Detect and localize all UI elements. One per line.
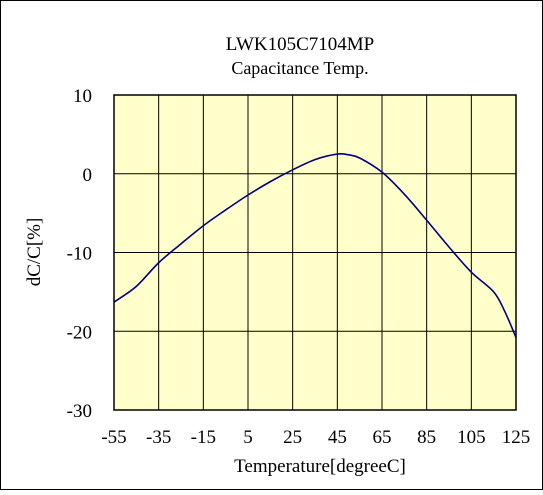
- y-tick-label-4: 10: [73, 86, 92, 107]
- x-tick-label-9: 125: [502, 427, 531, 448]
- y-tick-label-1: -20: [67, 322, 92, 343]
- x-axis-label: Temperature[degreeC]: [234, 456, 406, 477]
- chart-title: LWK105C7104MP: [226, 34, 374, 55]
- x-tick-label-8: 105: [457, 427, 486, 448]
- chart-subtitle: Capacitance Temp.: [231, 58, 368, 78]
- x-tick-label-1: -35: [146, 427, 171, 448]
- x-tick-label-3: 5: [243, 427, 253, 448]
- x-tick-label-4: 25: [283, 427, 302, 448]
- y-tick-label-2: -10: [67, 244, 92, 265]
- x-tick-labels: -55 -35 -15 5 25 45 65 85 105 125: [101, 427, 530, 448]
- plot-border: [113, 94, 517, 411]
- y-tick-labels: -30 -20 -10 0 10: [67, 86, 92, 422]
- series-layer: [113, 152, 517, 338]
- y-axis-label: dC/C[%]: [24, 218, 45, 287]
- y-tick-label-3: 0: [83, 165, 93, 186]
- y-tick-label-0: -30: [67, 401, 92, 422]
- x-tick-label-7: 85: [417, 427, 436, 448]
- x-tick-label-5: 45: [328, 427, 347, 448]
- x-tick-label-2: -15: [191, 427, 216, 448]
- series-line-0: [113, 152, 517, 338]
- x-tick-label-6: 65: [373, 427, 392, 448]
- x-tick-label-0: -55: [101, 427, 126, 448]
